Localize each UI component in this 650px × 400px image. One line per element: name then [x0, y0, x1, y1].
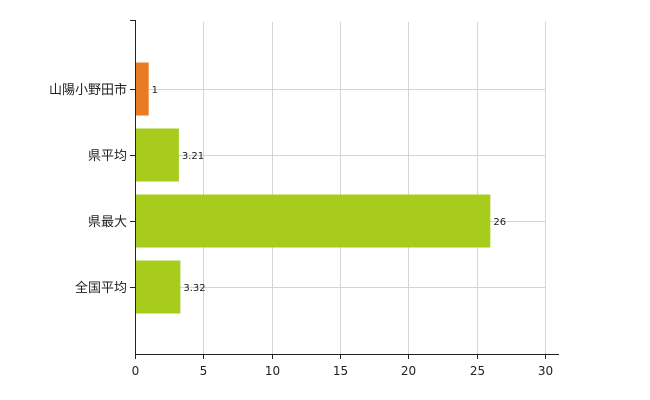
category-label: 県最大	[88, 215, 127, 230]
category-label: 全国平均	[75, 280, 127, 296]
bars	[135, 62, 491, 314]
x-tick-label: 15	[333, 364, 348, 378]
x-tick-label: 30	[538, 364, 553, 378]
category-label: 県平均	[88, 149, 127, 164]
x-tick-label: 5	[200, 364, 208, 378]
bar	[135, 194, 491, 248]
x-tick-label: 25	[470, 364, 485, 378]
category-label: 山陽小野田市	[49, 82, 127, 98]
data-label: 1	[152, 85, 158, 96]
axes	[130, 20, 559, 359]
bar	[135, 260, 181, 314]
bar	[135, 128, 179, 182]
data-label: 3.32	[183, 283, 205, 294]
data-label: 26	[493, 217, 506, 228]
x-tick-label: 20	[401, 364, 416, 378]
x-tick-label: 0	[132, 364, 140, 378]
labels: 0 5 10 15 20 25 30 1 山陽小野田市 3.21 県平均 26 県最大 3.32 全国平均	[49, 82, 553, 378]
bar	[135, 62, 149, 116]
x-tick-label: 10	[265, 364, 280, 378]
grid-lines	[135, 22, 546, 354]
data-label: 3.21	[182, 151, 204, 162]
